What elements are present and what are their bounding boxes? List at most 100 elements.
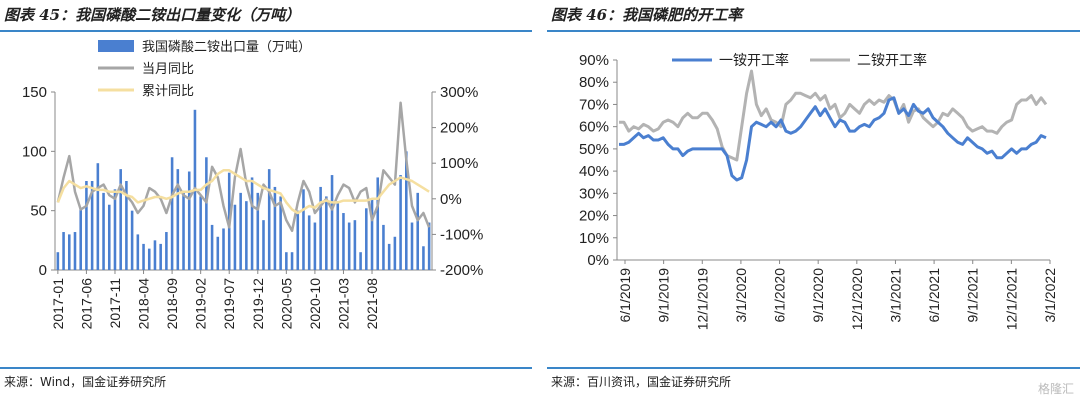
export-volume-bar <box>365 208 368 270</box>
y-right-tick-label: 100% <box>440 155 478 172</box>
x-tick-label: 12/1/2020 <box>849 268 865 330</box>
x-tick-label: 3/1/2020 <box>733 268 749 323</box>
legend-label-mono: 一铵开工率 <box>719 52 789 68</box>
export-volume-bar <box>182 192 185 270</box>
x-tick-label: 6/1/2020 <box>772 268 788 323</box>
di-ammonium-rate-line <box>619 69 1048 162</box>
x-tick-label: 9/1/2021 <box>965 268 981 323</box>
export-volume-bar <box>130 210 134 270</box>
export-volume-bar <box>405 151 408 270</box>
export-volume-bar <box>142 243 145 270</box>
export-volume-bar <box>136 234 140 270</box>
export-volume-bar <box>410 222 414 270</box>
x-tick-label: 6/1/2019 <box>617 268 633 323</box>
export-volume-bar <box>342 213 345 270</box>
legend-swatch-volume <box>98 40 134 52</box>
cumulative-yoy-line <box>56 169 430 215</box>
y-tick-label: 10% <box>579 230 609 247</box>
right-chart-panel: 图表 46：我国磷肥的开工率 0% 10% 20% 30% 40% 50% 60% 70% 80… <box>547 0 1080 405</box>
y-tick-label: 0% <box>587 252 609 269</box>
y-tick-label: 50% <box>579 141 609 158</box>
x-tick-label: 12/1/2021 <box>1003 268 1019 330</box>
x-tick-label: 2020-05 <box>278 278 294 330</box>
y-right-tick-label: 300% <box>440 84 478 101</box>
y-left-tick-label: 50 <box>30 203 47 220</box>
y-tick-label: 20% <box>579 208 609 225</box>
x-tick-label: 2021-08 <box>364 278 380 330</box>
export-volume-bar <box>210 224 214 270</box>
export-volume-bar <box>113 189 117 270</box>
x-tick-label: 2020-10 <box>307 278 323 330</box>
x-tick-label: 2018-04 <box>136 278 152 330</box>
x-tick-label: 9/1/2019 <box>656 268 672 323</box>
left-title-rule <box>0 30 532 32</box>
y-right-tick-label: 0% <box>440 191 462 208</box>
export-volume-bar <box>262 220 265 270</box>
x-tick-label: 2017-01 <box>50 278 66 330</box>
export-volume-bar <box>307 215 311 270</box>
export-volume-bar <box>56 252 60 270</box>
left-source-rule <box>0 367 532 369</box>
export-volume-bar <box>176 169 180 270</box>
export-volume-bar <box>256 192 260 270</box>
export-volume-bar <box>233 204 237 270</box>
export-volume-bar <box>62 232 65 270</box>
right-chart-title: 图表 46：我国磷肥的开工率 <box>551 6 743 24</box>
export-volume-bar <box>205 157 208 270</box>
export-volume-bar <box>273 186 277 270</box>
x-tick-label: 2019-12 <box>250 278 266 330</box>
export-volume-bar <box>359 252 362 270</box>
export-volume-bar <box>102 192 105 270</box>
export-volume-bar <box>279 196 282 270</box>
x-tick-label: 3/1/2022 <box>1042 268 1058 323</box>
right-source-rule <box>547 367 1080 369</box>
export-volume-bar <box>285 252 288 270</box>
export-volume-bar <box>290 252 294 270</box>
export-volume-bar <box>216 236 220 270</box>
right-chart-source: 来源：百川资讯，国金证券研究所 <box>551 375 732 389</box>
y-tick-label: 70% <box>579 96 609 113</box>
export-volume-bar <box>90 181 94 270</box>
y-left-tick-label: 100 <box>22 143 47 160</box>
right-chart-svg: 0% 10% 20% 30% 40% 50% 60% 70% 80% 90% 6/1/2019 9/1… <box>579 52 1058 330</box>
export-volume-bar <box>85 181 88 270</box>
legend-label-cum: 累计同比 <box>142 83 194 98</box>
export-volume-bar <box>336 201 340 270</box>
left-chart-svg: 0 50 100 150 -200% -100% 0% 100% 200% 300% 2017-01… <box>22 39 483 330</box>
export-volume-bar <box>222 228 225 270</box>
export-volume-bar <box>382 224 385 270</box>
export-volume-bar <box>159 243 162 270</box>
x-tick-label: 2018-09 <box>164 278 180 330</box>
y-tick-label: 40% <box>579 163 609 180</box>
export-volume-bar <box>239 192 242 270</box>
x-tick-label: 6/1/2021 <box>926 268 942 323</box>
legend-label-di: 二铵开工率 <box>857 52 927 68</box>
export-volume-bar <box>245 201 248 270</box>
export-volume-bar <box>96 163 100 270</box>
x-tick-label: 2021-03 <box>335 278 351 330</box>
export-volume-bar <box>153 240 157 270</box>
y-tick-label: 30% <box>579 185 609 202</box>
x-tick-label: 2019-02 <box>193 278 209 330</box>
left-chart-source: 来源：Wind，国金证券研究所 <box>4 375 167 389</box>
export-volume-bar <box>107 204 111 270</box>
export-volume-bar <box>319 186 322 270</box>
export-volume-bar <box>399 175 402 270</box>
x-tick-label: 2017-11 <box>107 278 123 329</box>
left-chart-title: 图表 45：我国磷酸二铵出口量变化（万吨） <box>4 6 301 24</box>
export-volume-bar <box>170 157 174 270</box>
left-chart-panel: 图表 45：我国磷酸二铵出口量变化（万吨） 0 50 100 150 -200% -100… <box>0 0 532 405</box>
x-tick-label: 2017-06 <box>78 278 94 330</box>
export-volume-bar <box>79 208 82 270</box>
export-volume-bar <box>199 196 202 270</box>
export-volume-bar <box>325 196 328 270</box>
export-volume-bar <box>147 248 151 270</box>
export-volume-bar <box>296 210 300 270</box>
export-volume-bar <box>422 246 425 270</box>
export-volume-bar <box>187 171 191 270</box>
y-right-tick-label: -200% <box>440 262 483 279</box>
export-volume-bar <box>67 234 71 270</box>
y-tick-label: 80% <box>579 74 609 91</box>
y-right-tick-label: -100% <box>440 226 483 243</box>
y-tick-label: 60% <box>579 119 609 136</box>
